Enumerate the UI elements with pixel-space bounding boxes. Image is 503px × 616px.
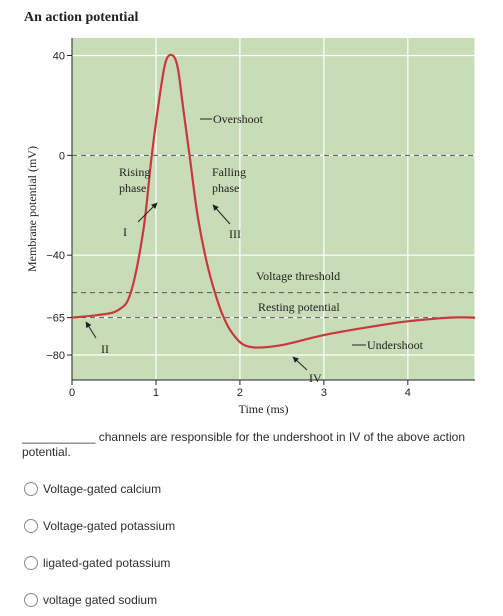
radio-button[interactable] bbox=[24, 593, 38, 607]
x-tick-label: 4 bbox=[405, 387, 411, 399]
option-voltage-gated-potassium[interactable]: Voltage-gated potassium bbox=[24, 519, 175, 533]
undershoot-label: Undershoot bbox=[367, 338, 424, 352]
x-tick-label: 3 bbox=[321, 387, 327, 399]
y-tick-label: −40 bbox=[46, 250, 65, 262]
plot-background bbox=[72, 38, 475, 380]
rising-phase-label: Rising bbox=[119, 165, 150, 179]
phase-ii-label: II bbox=[101, 342, 109, 356]
option-label: Voltage-gated potassium bbox=[43, 519, 176, 533]
phase-i-label: I bbox=[123, 225, 127, 239]
option-voltage-gated-calcium[interactable]: Voltage-gated calcium bbox=[24, 482, 161, 496]
phase-iii-arrow bbox=[212, 204, 231, 225]
option-ligated-gated-potassium[interactable]: ligated-gated potassium bbox=[24, 556, 170, 570]
phase-ii-arrow bbox=[85, 321, 97, 339]
x-tick-label: 2 bbox=[237, 387, 243, 399]
radio-button[interactable] bbox=[24, 556, 38, 570]
y-axis-label: Membrane potential (mV) bbox=[25, 146, 39, 272]
radio-button[interactable] bbox=[24, 482, 38, 496]
option-label: Voltage-gated calcium bbox=[43, 482, 162, 496]
phase-iv-arrow bbox=[292, 356, 308, 371]
x-tick-label: 1 bbox=[153, 387, 159, 399]
voltage-threshold-label: Voltage threshold bbox=[256, 269, 340, 283]
x-axis-label: Time (ms) bbox=[239, 402, 289, 416]
question-text: ___________ channels are responsible for… bbox=[22, 430, 465, 459]
y-tick-label: 40 bbox=[53, 50, 65, 62]
y-tick-label: −80 bbox=[46, 350, 65, 362]
option-label: voltage gated sodium bbox=[43, 593, 158, 607]
phase-iii-label: III bbox=[229, 227, 241, 241]
overshoot-label: Overshoot bbox=[213, 112, 264, 126]
y-tick-label: 0 bbox=[59, 150, 65, 162]
phase-iv-label: IV bbox=[309, 371, 322, 385]
phase-i-arrow bbox=[137, 202, 158, 223]
figure-title: An action potential bbox=[24, 10, 139, 25]
membrane-potential-line bbox=[71, 53, 476, 349]
resting-potential-label: Resting potential bbox=[258, 300, 340, 314]
radio-button[interactable] bbox=[24, 519, 38, 533]
falling-phase-label: Falling bbox=[212, 165, 246, 179]
rising-phase-label: phase bbox=[119, 181, 146, 195]
option-voltage-gated-sodium[interactable]: voltage gated sodium bbox=[24, 593, 157, 607]
x-tick-label: 0 bbox=[69, 387, 75, 399]
falling-phase-label: phase bbox=[212, 181, 239, 195]
option-label: ligated-gated potassium bbox=[43, 556, 171, 570]
action-potential-chart: 40 0 −40 −65 −80 0 1 2 3 4 Time (ms) Membrane poten… bbox=[25, 38, 476, 416]
y-tick-label: −65 bbox=[46, 313, 65, 325]
